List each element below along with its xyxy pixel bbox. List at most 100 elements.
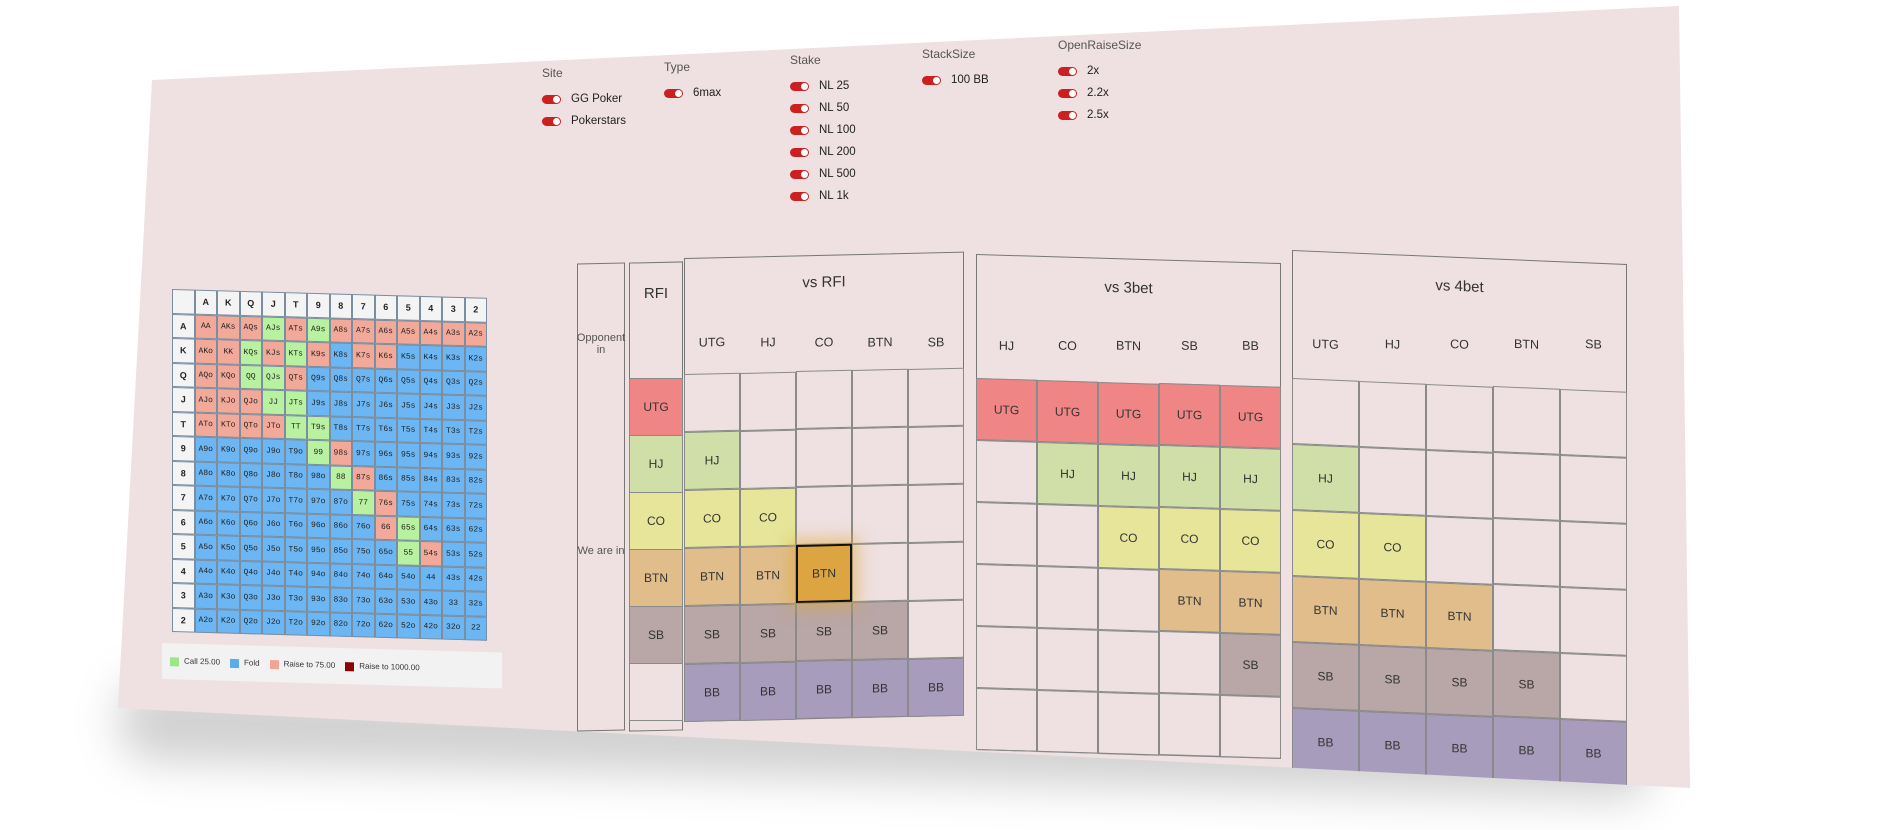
hand-cell[interactable]: T2o [284, 610, 307, 636]
hand-cell[interactable]: Q3o [239, 584, 262, 611]
hand-cell[interactable]: 93s [442, 443, 465, 469]
hand-cell[interactable]: KTs [284, 341, 307, 367]
hand-cell[interactable]: 63s [442, 517, 465, 543]
vs-4bet-cell[interactable]: BB [1560, 719, 1627, 788]
vs-4bet-cell[interactable]: BB [1493, 716, 1560, 786]
vs-3bet-cell[interactable] [1037, 503, 1098, 568]
hand-cell[interactable]: A3o [194, 583, 217, 609]
vs-rfi-cell[interactable]: BTN [684, 546, 740, 606]
hand-cell[interactable]: 85s [397, 466, 420, 492]
hand-cell[interactable]: TT [284, 414, 307, 440]
hand-cell[interactable]: 42s [464, 566, 487, 592]
hand-cell[interactable]: AQs [239, 315, 262, 341]
hand-cell[interactable]: KQs [239, 339, 262, 366]
vs-rfi-cell[interactable] [908, 425, 964, 485]
hand-cell[interactable]: 54s [419, 540, 442, 567]
hand-cell[interactable]: J7o [262, 487, 285, 513]
hand-cell[interactable]: 64s [419, 516, 442, 542]
vs-rfi-cell[interactable] [908, 483, 964, 543]
vs-rfi-cell[interactable] [852, 426, 908, 487]
hand-cell[interactable]: 94o [307, 562, 330, 588]
hand-cell[interactable]: Q4s [419, 369, 442, 395]
hand-cell[interactable]: Q5o [239, 535, 262, 562]
toggle-icon[interactable] [790, 81, 809, 91]
rfi-cell[interactable]: SB [629, 606, 683, 664]
hand-cell[interactable]: K5o [217, 535, 240, 561]
vs-rfi-col-header[interactable]: UTG [698, 335, 726, 350]
vs-3bet-col-header[interactable]: HJ [998, 338, 1015, 354]
hand-cell[interactable]: Q8o [239, 462, 262, 488]
hand-cell[interactable]: 54o [397, 564, 420, 590]
vs-3bet-cell[interactable]: UTG [1159, 383, 1220, 448]
vs-rfi-cell[interactable]: BB [852, 658, 908, 719]
hand-cell[interactable]: K8o [217, 461, 240, 487]
hand-cell[interactable]: J3o [262, 585, 285, 611]
hand-cell[interactable]: 32s [464, 591, 487, 617]
hand-cell[interactable]: A2s [464, 321, 487, 347]
hand-cell[interactable]: T8s [329, 415, 352, 442]
hand-cell[interactable]: 98s [329, 440, 352, 466]
toggle-icon[interactable] [542, 116, 561, 126]
hand-cell[interactable]: 74s [419, 491, 442, 518]
vs-3bet-cell[interactable]: UTG [1037, 379, 1098, 444]
hand-cell[interactable]: J8s [329, 391, 352, 417]
filter-option-nl500[interactable]: NL 500 [790, 163, 856, 185]
hand-cell[interactable]: K9o [217, 437, 240, 463]
vs-4bet-cell[interactable] [1426, 515, 1493, 585]
hand-cell[interactable]: J2o [262, 610, 285, 636]
hand-cell[interactable]: J3s [442, 394, 465, 420]
hand-cell[interactable]: AQo [194, 363, 217, 389]
hand-cell[interactable]: 44 [419, 565, 442, 591]
hand-cell[interactable]: 43s [442, 566, 465, 592]
toggle-icon[interactable] [542, 94, 561, 104]
vs-3bet-cell[interactable] [976, 626, 1037, 690]
vs-4bet-cell[interactable] [1560, 587, 1627, 657]
vs-rfi-cell[interactable]: BB [908, 657, 964, 717]
hand-cell[interactable]: K8s [329, 342, 352, 368]
vs-rfi-cell[interactable] [796, 370, 852, 430]
hand-cell[interactable]: K5s [397, 344, 420, 370]
hand-cell[interactable]: 62o [374, 613, 397, 639]
vs-rfi-col-header[interactable]: CO [814, 335, 834, 350]
vs-rfi-cell[interactable]: CO [740, 487, 796, 547]
hand-cell[interactable]: Q2o [239, 609, 262, 635]
vs-3bet-cell[interactable] [1098, 629, 1159, 694]
vs-4bet-cell[interactable]: SB [1292, 642, 1359, 711]
toggle-icon[interactable] [790, 125, 809, 135]
hand-cell[interactable]: KJs [262, 340, 285, 366]
hand-cell[interactable]: T7o [284, 488, 307, 514]
hand-cell[interactable]: 42o [419, 614, 442, 640]
hand-cell[interactable]: 97s [352, 441, 375, 467]
hand-cell[interactable]: 33 [442, 590, 465, 616]
hand-cell[interactable]: 85o [329, 538, 352, 564]
vs-3bet-cell[interactable]: UTG [976, 378, 1037, 442]
vs-rfi-cell[interactable] [852, 542, 908, 603]
hand-cell[interactable]: A7o [194, 485, 217, 511]
hand-cell[interactable]: Q7s [352, 367, 375, 393]
hand-cell[interactable]: Q6s [374, 368, 397, 394]
vs-3bet-cell[interactable]: HJ [1220, 447, 1281, 512]
hand-cell[interactable]: 83o [329, 587, 352, 613]
hand-cell[interactable]: KK [217, 339, 240, 365]
hand-cell[interactable]: J6s [374, 392, 397, 418]
vs-3bet-cell[interactable]: BTN [1159, 569, 1220, 634]
hand-cell[interactable]: K4s [419, 344, 442, 371]
hand-cell[interactable]: Q4o [239, 560, 262, 586]
hand-cell[interactable]: J2s [464, 395, 487, 421]
hand-cell[interactable]: 64o [374, 564, 397, 590]
hand-cell[interactable]: J6o [262, 512, 285, 538]
toggle-icon[interactable] [1058, 66, 1077, 76]
vs-4bet-col-header[interactable]: CO [1450, 337, 1469, 352]
hand-cell[interactable]: Q8s [329, 366, 352, 393]
vs-4bet-cell[interactable]: BB [1359, 710, 1426, 780]
vs-rfi-cell[interactable]: HJ [684, 430, 740, 490]
filter-option-nl100[interactable]: NL 100 [790, 119, 856, 141]
hand-cell[interactable]: 88 [329, 464, 352, 491]
filter-option-2-5x[interactable]: 2.5x [1058, 104, 1141, 126]
vs-rfi-col-header[interactable]: HJ [760, 335, 776, 350]
hand-cell[interactable]: 74o [352, 563, 375, 589]
vs-rfi-cell[interactable]: BTN [796, 544, 852, 604]
vs-rfi-col-header[interactable]: BTN [867, 335, 893, 350]
vs-4bet-cell[interactable] [1493, 386, 1560, 456]
hand-cell[interactable]: 92s [464, 444, 487, 470]
